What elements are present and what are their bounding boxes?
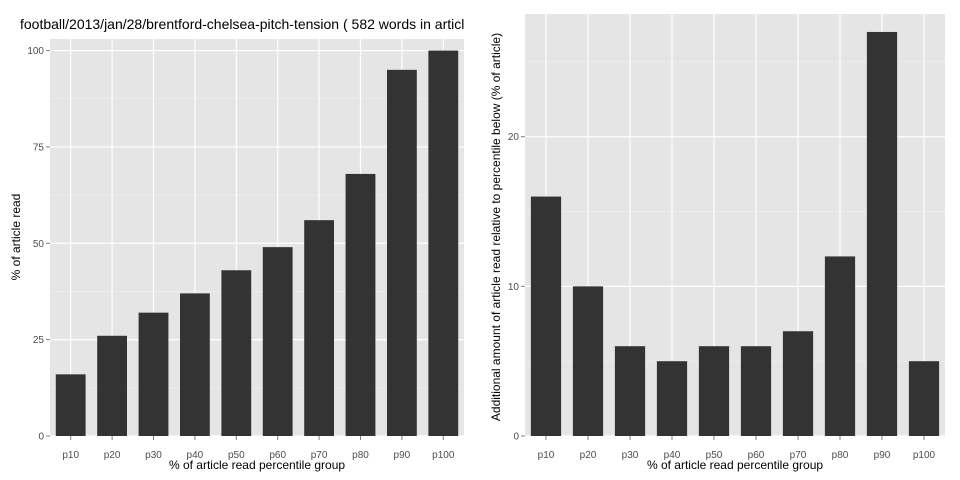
x-tick-label: p80 <box>832 450 849 461</box>
x-tick-label: p10 <box>538 450 555 461</box>
chart-title: football/2013/jan/28/brentford-chelsea-p… <box>20 16 464 32</box>
left-panel: 0 25 50 75 100 p10 p20 p30 p40 p50 p60 p70 p80 p90 p10… <box>9 39 464 472</box>
bar-p20 <box>572 286 604 436</box>
x-axis-title: % of article read percentile group <box>647 458 823 472</box>
x-tick-label: p10 <box>62 450 79 461</box>
x-tick-label: p40 <box>187 450 204 461</box>
x-tick-label: p50 <box>228 450 245 461</box>
x-tick-label: p90 <box>874 450 891 461</box>
right-panel: 0 10 20 p10 p20 p30 p40 p50 p60 p70 p80 p90 p100 % of… <box>489 14 945 472</box>
x-tick-label: p20 <box>580 450 597 461</box>
bar-p60 <box>740 346 772 436</box>
bar-p80 <box>824 256 856 436</box>
bar-p30 <box>138 312 169 436</box>
y-tick-label: 100 <box>27 46 44 57</box>
y-axis-title: % of article read <box>9 194 23 281</box>
bar-p100 <box>428 50 459 436</box>
bar-p90 <box>866 31 898 436</box>
bar-p70 <box>782 331 814 436</box>
bar-p30 <box>614 346 646 436</box>
bar-p70 <box>304 220 335 436</box>
y-tick-label: 0 <box>38 432 44 443</box>
x-tick-label: p100 <box>432 450 455 461</box>
bar-p10 <box>530 196 562 436</box>
x-tick-label: p50 <box>706 450 723 461</box>
x-tick-label: p100 <box>913 450 936 461</box>
x-tick-label: p80 <box>352 450 369 461</box>
bar-p60 <box>262 247 293 436</box>
y-axis-title: Additional amount of article read relati… <box>489 33 503 421</box>
x-tick-label: p30 <box>145 450 162 461</box>
bar-p50 <box>698 346 730 436</box>
x-tick-label: p60 <box>269 450 286 461</box>
y-tick-label: 10 <box>508 282 520 293</box>
x-tick-label: p40 <box>664 450 681 461</box>
bar-p20 <box>97 335 128 436</box>
x-tick-label: p90 <box>394 450 411 461</box>
y-tick-label: 0 <box>513 432 519 443</box>
y-tick-label: 75 <box>33 142 45 153</box>
y-tick-label: 25 <box>33 335 45 346</box>
x-tick-label: p70 <box>311 450 328 461</box>
bar-p40 <box>179 293 210 436</box>
x-tick-label: p20 <box>104 450 121 461</box>
bar-p100 <box>908 361 940 436</box>
x-axis-title: % of article read percentile group <box>169 458 345 472</box>
y-tick-label: 20 <box>508 132 520 143</box>
x-tick-label: p30 <box>622 450 639 461</box>
bar-p90 <box>386 69 417 436</box>
x-tick-label: p60 <box>748 450 765 461</box>
x-tick-label: p70 <box>790 450 807 461</box>
bar-p40 <box>656 361 688 436</box>
bar-p50 <box>221 270 252 436</box>
bar-p80 <box>345 173 376 437</box>
bar-p10 <box>55 374 86 436</box>
y-tick-label: 50 <box>33 239 45 250</box>
